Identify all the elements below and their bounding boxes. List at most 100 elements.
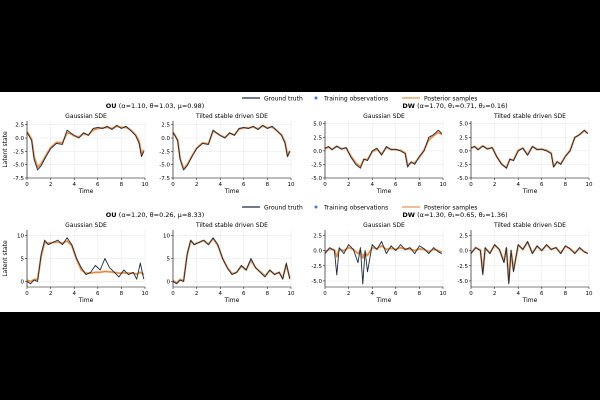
x-tick-label: 8 (120, 182, 124, 188)
x-tick-label: 6 (96, 291, 100, 297)
y-axis-label: Latent state (2, 131, 9, 168)
x-tick-label: 4 (516, 182, 520, 188)
series-ground-truth-line (26, 237, 145, 285)
y-tick-label: -5.0 (311, 176, 322, 182)
series-ground-truth-line (172, 237, 291, 285)
series-posterior-band (26, 125, 145, 169)
legend-training-marker (314, 205, 318, 209)
y-tick-label: 0 (21, 279, 25, 285)
x-tick-label: 4 (218, 291, 222, 297)
y-tick-label: -2.5 (457, 162, 468, 168)
x-tick-label: 4 (72, 291, 76, 297)
x-tick-label: 10 (288, 182, 295, 188)
legend: Ground truth Training observations Posteri… (242, 96, 477, 103)
x-tick-label: 2 (195, 182, 199, 188)
panel-title: Tilted stable driven SDE (493, 113, 566, 120)
series-posterior-band (470, 241, 589, 282)
x-tick-label: 10 (142, 291, 149, 297)
group-params: (α=1.10, θ=1.03, μ=0.98) (119, 102, 205, 110)
x-tick-label: 10 (288, 291, 295, 297)
group-title: DW (α=1.30, θ₁=0.65, θ₂=1.36) (402, 211, 507, 219)
panel-title: Tilted stable driven SDE (195, 113, 268, 120)
x-tick-label: 0 (171, 291, 175, 297)
group-model-name: OU (106, 102, 119, 110)
x-axis-label: Time (522, 297, 538, 304)
x-tick-label: 0 (469, 182, 473, 188)
series-ground-truth-line (324, 241, 443, 285)
y-tick-label: 2.5 (459, 233, 468, 239)
legend-training-marker (314, 96, 318, 100)
series-posterior-line (26, 125, 145, 168)
legend: Ground truth Training observations Posteri… (242, 205, 477, 212)
x-tick-label: 2 (195, 291, 199, 297)
x-tick-label: 2 (49, 291, 53, 297)
y-tick-label: -2.5 (311, 162, 322, 168)
y-tick-label: 0.0 (15, 136, 24, 142)
x-tick-label: 0 (469, 291, 473, 297)
x-tick-label: 4 (72, 182, 76, 188)
y-tick-label: 0.0 (459, 249, 468, 255)
y-tick-label: 2.5 (161, 123, 170, 129)
x-tick-label: 2 (493, 182, 497, 188)
chart-panel: Tilted stable driven SDE 0 2 4 6 8 10 -7.5 -5.0 -… (159, 113, 295, 195)
y-tick-label: -2.5 (159, 149, 170, 155)
y-tick-label: -5.0 (457, 176, 468, 182)
y-tick-label: 10 (17, 234, 24, 240)
group-title: DW (α=1.70, θ₁=0.71, θ₂=0.16) (402, 102, 507, 110)
group-params: (α=1.20, θ=0.26, μ=8.33) (119, 211, 205, 219)
x-tick-label: 8 (564, 291, 568, 297)
x-axis-label: Time (522, 188, 538, 195)
x-axis-label: Time (376, 188, 392, 195)
chart-panel: Gaussian SDE 0 2 4 6 8 10 -7.5 -5.0 -2.5 0.0 2.5 Tim… (2, 113, 149, 195)
legend-training-label: Training observations (323, 205, 388, 212)
x-axis-label: Time (224, 297, 240, 304)
x-tick-label: 10 (440, 182, 447, 188)
series-ground-truth-line (26, 124, 145, 171)
y-tick-label: 0.0 (313, 149, 322, 155)
y-tick-label: 0 (167, 279, 171, 285)
x-tick-label: 6 (242, 291, 246, 297)
series-posterior-line (172, 125, 291, 170)
x-tick-label: 4 (516, 291, 520, 297)
panel-title: Gaussian SDE (65, 222, 107, 229)
x-tick-label: 4 (370, 291, 374, 297)
x-tick-label: 10 (586, 182, 593, 188)
y-tick-label: 0.0 (459, 149, 468, 155)
y-tick-label: -2.5 (311, 264, 322, 270)
legend-training-label: Training observations (323, 96, 388, 103)
group-model-name: OU (106, 211, 119, 219)
y-tick-label: -7.5 (13, 176, 24, 182)
series-posterior-band (172, 237, 291, 284)
panel-title: Gaussian SDE (363, 113, 405, 120)
x-tick-label: 10 (142, 182, 149, 188)
x-tick-label: 6 (96, 182, 100, 188)
y-tick-label: 0.0 (313, 249, 322, 255)
chart-panel: Tilted stable driven SDE 0 2 4 6 8 10 -5.0 -2.5 0… (457, 222, 593, 304)
y-tick-label: -2.5 (13, 149, 24, 155)
x-tick-label: 0 (25, 182, 29, 188)
x-tick-label: 0 (171, 182, 175, 188)
x-tick-label: 8 (418, 182, 422, 188)
x-tick-label: 4 (370, 182, 374, 188)
y-tick-label: 5 (167, 257, 171, 263)
x-tick-label: 6 (242, 182, 246, 188)
chart-panel: Tilted stable driven SDE 0 2 4 6 8 10 -5.0 -2.5 0… (457, 113, 593, 195)
y-tick-label: 5.0 (459, 122, 468, 128)
series-ground-truth-line (324, 129, 443, 169)
x-axis-label: Time (224, 188, 240, 195)
y-tick-label: 2.5 (459, 135, 468, 141)
x-tick-label: 0 (323, 291, 327, 297)
chart-panel: Gaussian SDE 0 2 4 6 8 10 -5.0 -2.5 0.0 2.5 5.0 Time (311, 113, 447, 195)
x-tick-label: 6 (540, 291, 544, 297)
x-tick-label: 4 (218, 182, 222, 188)
x-axis-label: Time (376, 297, 392, 304)
x-tick-label: 8 (266, 182, 270, 188)
x-tick-label: 8 (418, 291, 422, 297)
y-tick-label: 2.5 (15, 123, 24, 129)
legend-posterior-label: Posterior samples (424, 96, 477, 103)
series-posterior-band (172, 124, 291, 171)
y-tick-label: 5 (21, 257, 25, 263)
x-tick-label: 2 (49, 182, 53, 188)
y-tick-label: 10 (163, 234, 170, 240)
y-tick-label: 5.0 (313, 122, 322, 128)
